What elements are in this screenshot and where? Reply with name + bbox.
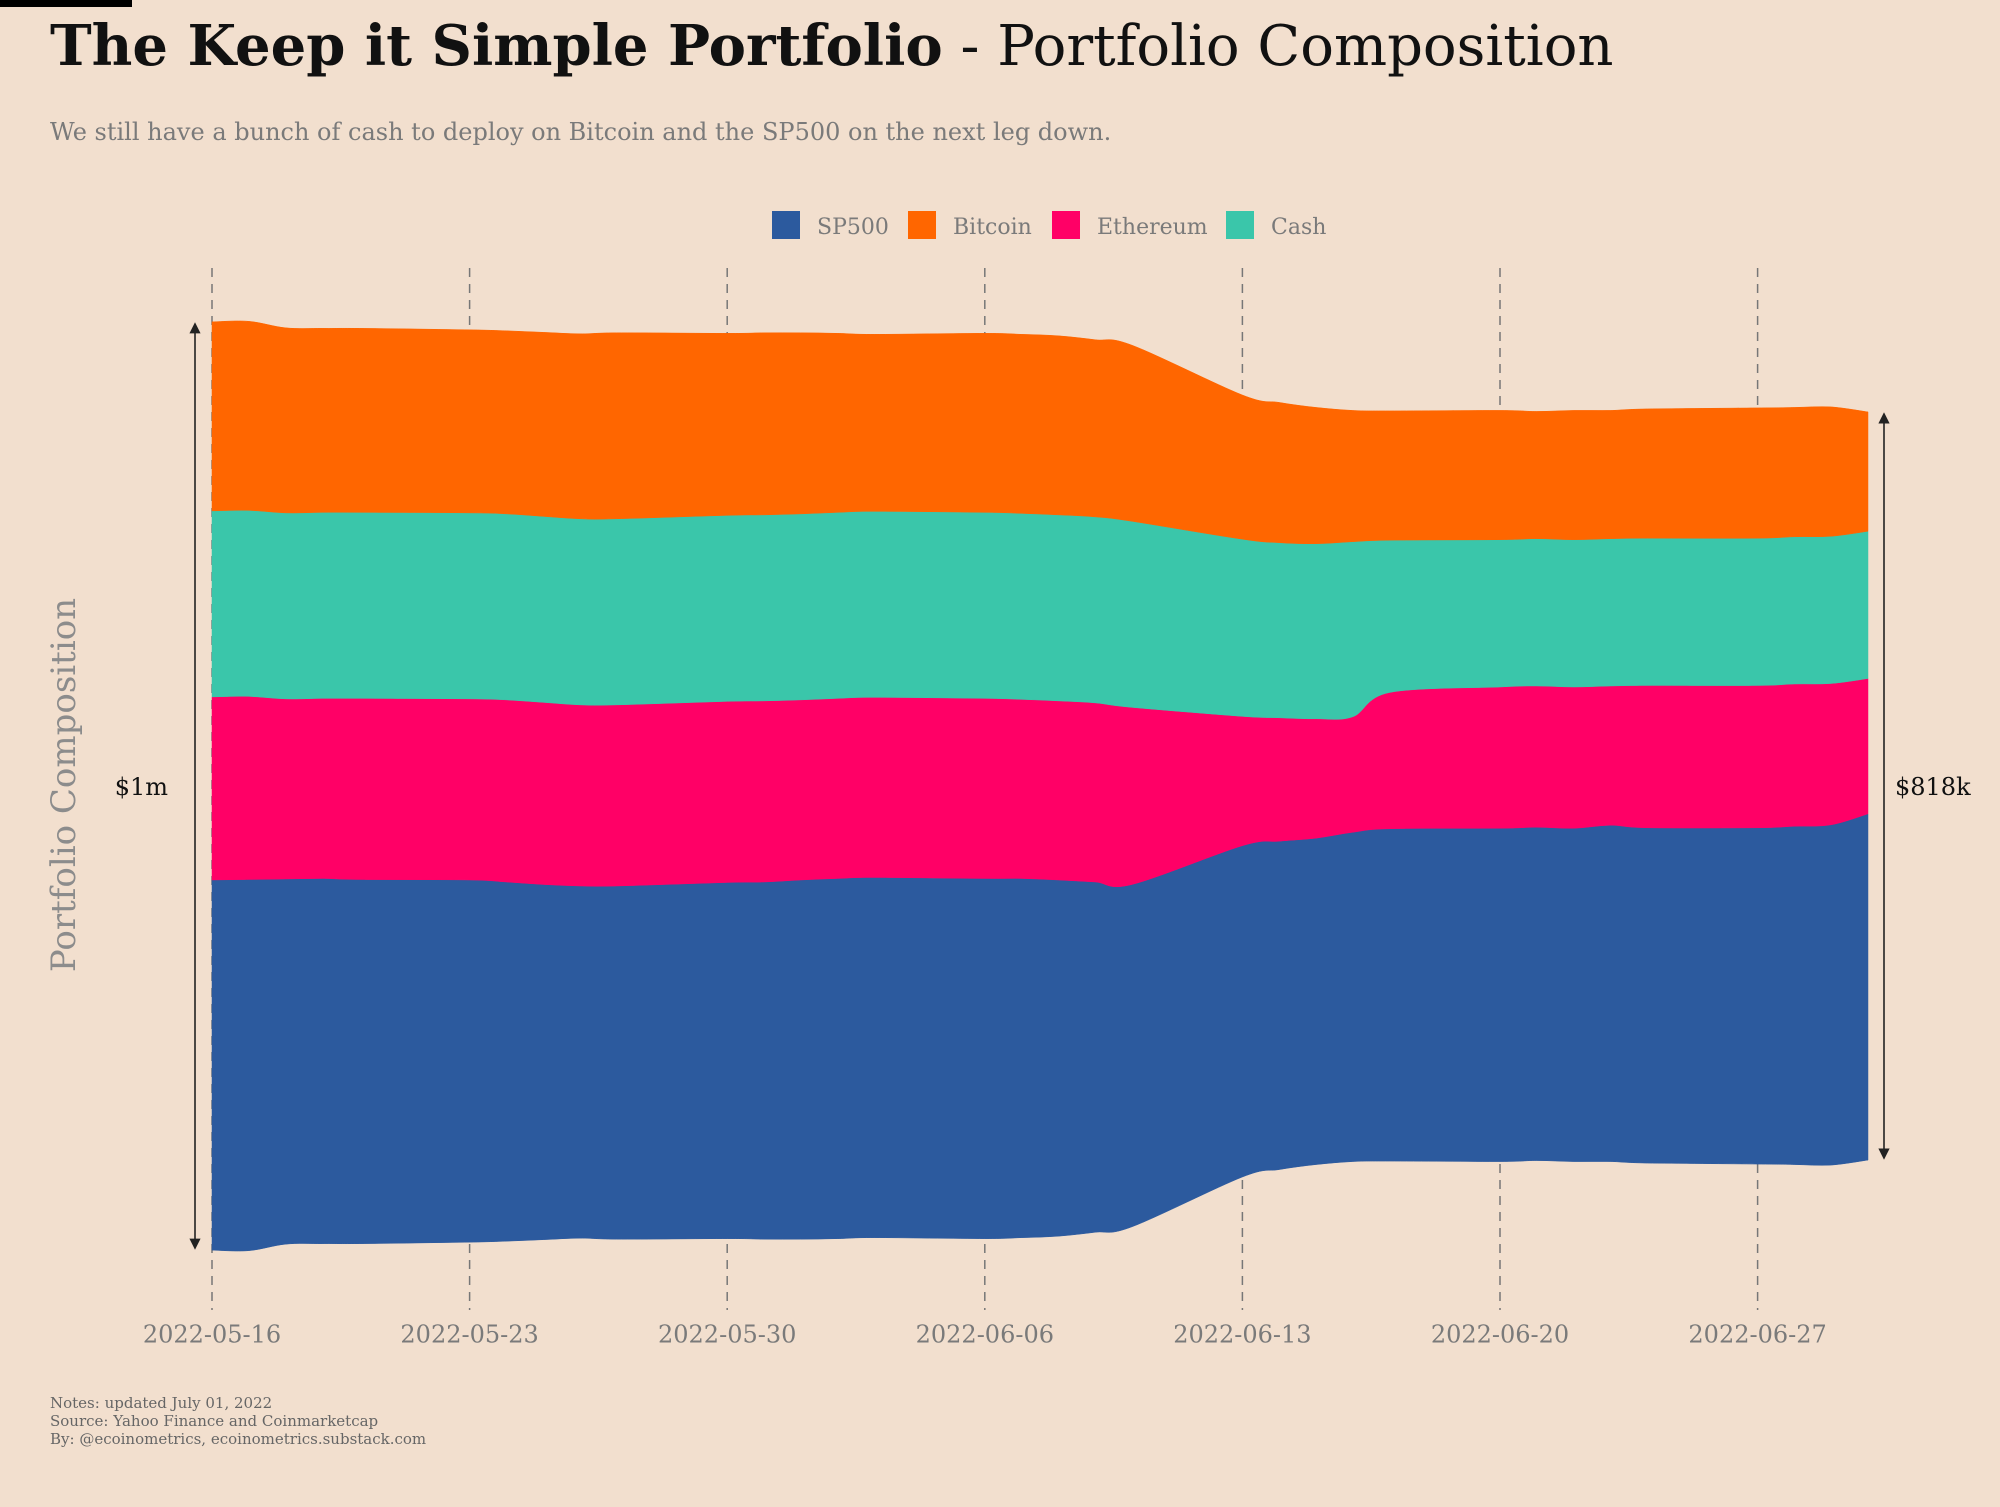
area-series xyxy=(211,320,1869,1252)
notes-source: Source: Yahoo Finance and Coinmarketcap xyxy=(50,1412,379,1430)
legend-swatch-ethereum xyxy=(1052,211,1080,239)
x-tick-label: 2022-06-06 xyxy=(916,1321,1054,1349)
legend: SP500 Bitcoin Ethereum Cash xyxy=(772,211,1326,240)
chart-title-rest: - Portfolio Composition xyxy=(942,14,1614,79)
x-tick-label: 2022-06-27 xyxy=(1688,1321,1826,1349)
legend-label-sp500: SP500 xyxy=(817,215,889,240)
notes-updated: Notes: updated July 01, 2022 xyxy=(50,1394,273,1412)
footer-notes: Notes: updated July 01, 2022 Source: Yah… xyxy=(50,1394,426,1448)
legend-label-bitcoin: Bitcoin xyxy=(953,215,1032,240)
start-total-label: $1m xyxy=(115,773,169,801)
total-value-annotations: $1m $818k xyxy=(115,322,1971,1250)
chart-subtitle: We still have a bunch of cash to deploy … xyxy=(50,118,1112,146)
legend-swatch-cash xyxy=(1226,211,1254,239)
legend-label-cash: Cash xyxy=(1271,215,1326,240)
x-axis-ticks: 2022-05-16 2022-05-23 2022-05-30 2022-06-06… xyxy=(143,1321,1827,1349)
end-total-label: $818k xyxy=(1895,773,1971,801)
top-accent-bar xyxy=(0,0,132,7)
chart-title-bold: The Keep it Simple Portfolio xyxy=(50,13,943,79)
x-tick-label: 2022-05-23 xyxy=(400,1321,538,1349)
x-tick-label: 2022-06-20 xyxy=(1431,1321,1569,1349)
chart-title: The Keep it Simple Portfolio - Portfolio… xyxy=(50,14,1613,79)
legend-swatch-bitcoin xyxy=(908,211,936,239)
x-tick-label: 2022-05-30 xyxy=(658,1321,796,1349)
x-tick-label: 2022-06-13 xyxy=(1173,1321,1311,1349)
x-tick-label: 2022-05-16 xyxy=(143,1321,281,1349)
legend-label-ethereum: Ethereum xyxy=(1097,215,1208,240)
notes-byline: By: @ecoinometrics, ecoinometrics.substa… xyxy=(50,1430,427,1448)
legend-swatch-sp500 xyxy=(772,211,800,239)
area-bitcoin xyxy=(211,320,1869,544)
